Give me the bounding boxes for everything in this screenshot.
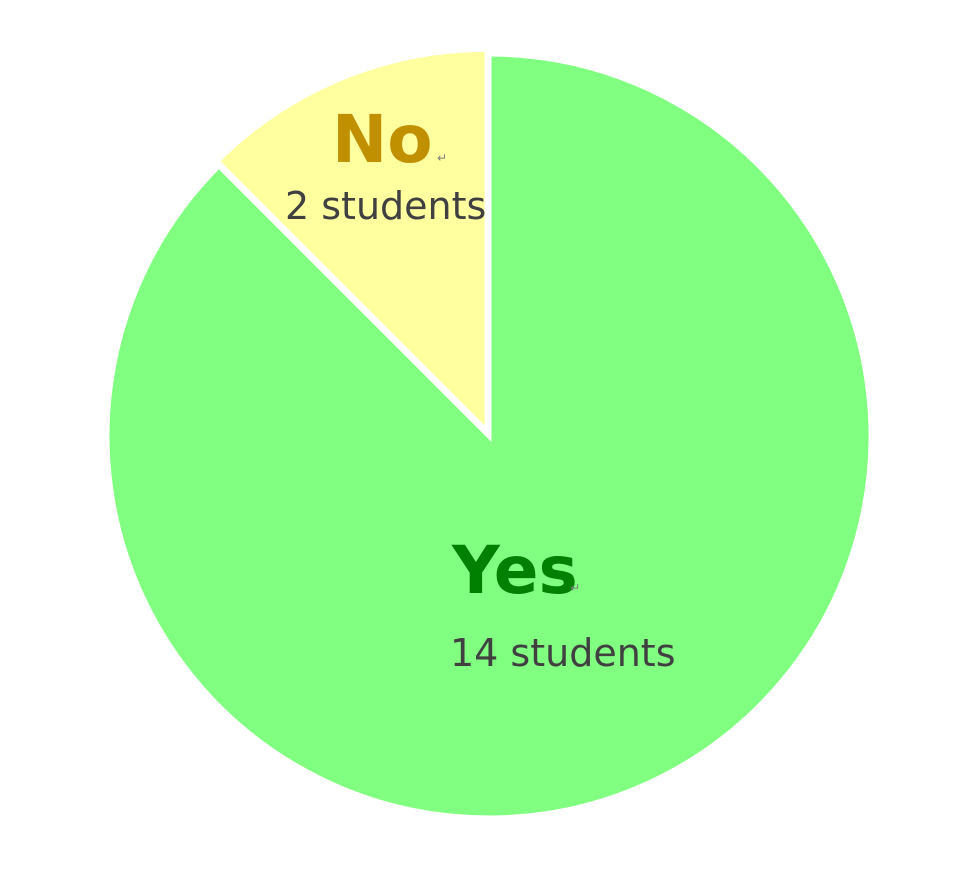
pie-slice-no <box>213 46 490 438</box>
paragraph-mark-no: ↵ <box>437 151 447 165</box>
slice-count-no: 2 students <box>285 184 486 228</box>
slice-label-no: No <box>332 101 433 178</box>
slices-group <box>104 46 874 821</box>
slice-label-yes: Yes <box>451 532 578 609</box>
paragraph-mark-yes: ↵ <box>570 581 580 595</box>
slice-labels: No ↵ 2 students Yes ↵ 14 students <box>285 101 676 675</box>
slice-count-yes: 14 students <box>450 631 676 675</box>
